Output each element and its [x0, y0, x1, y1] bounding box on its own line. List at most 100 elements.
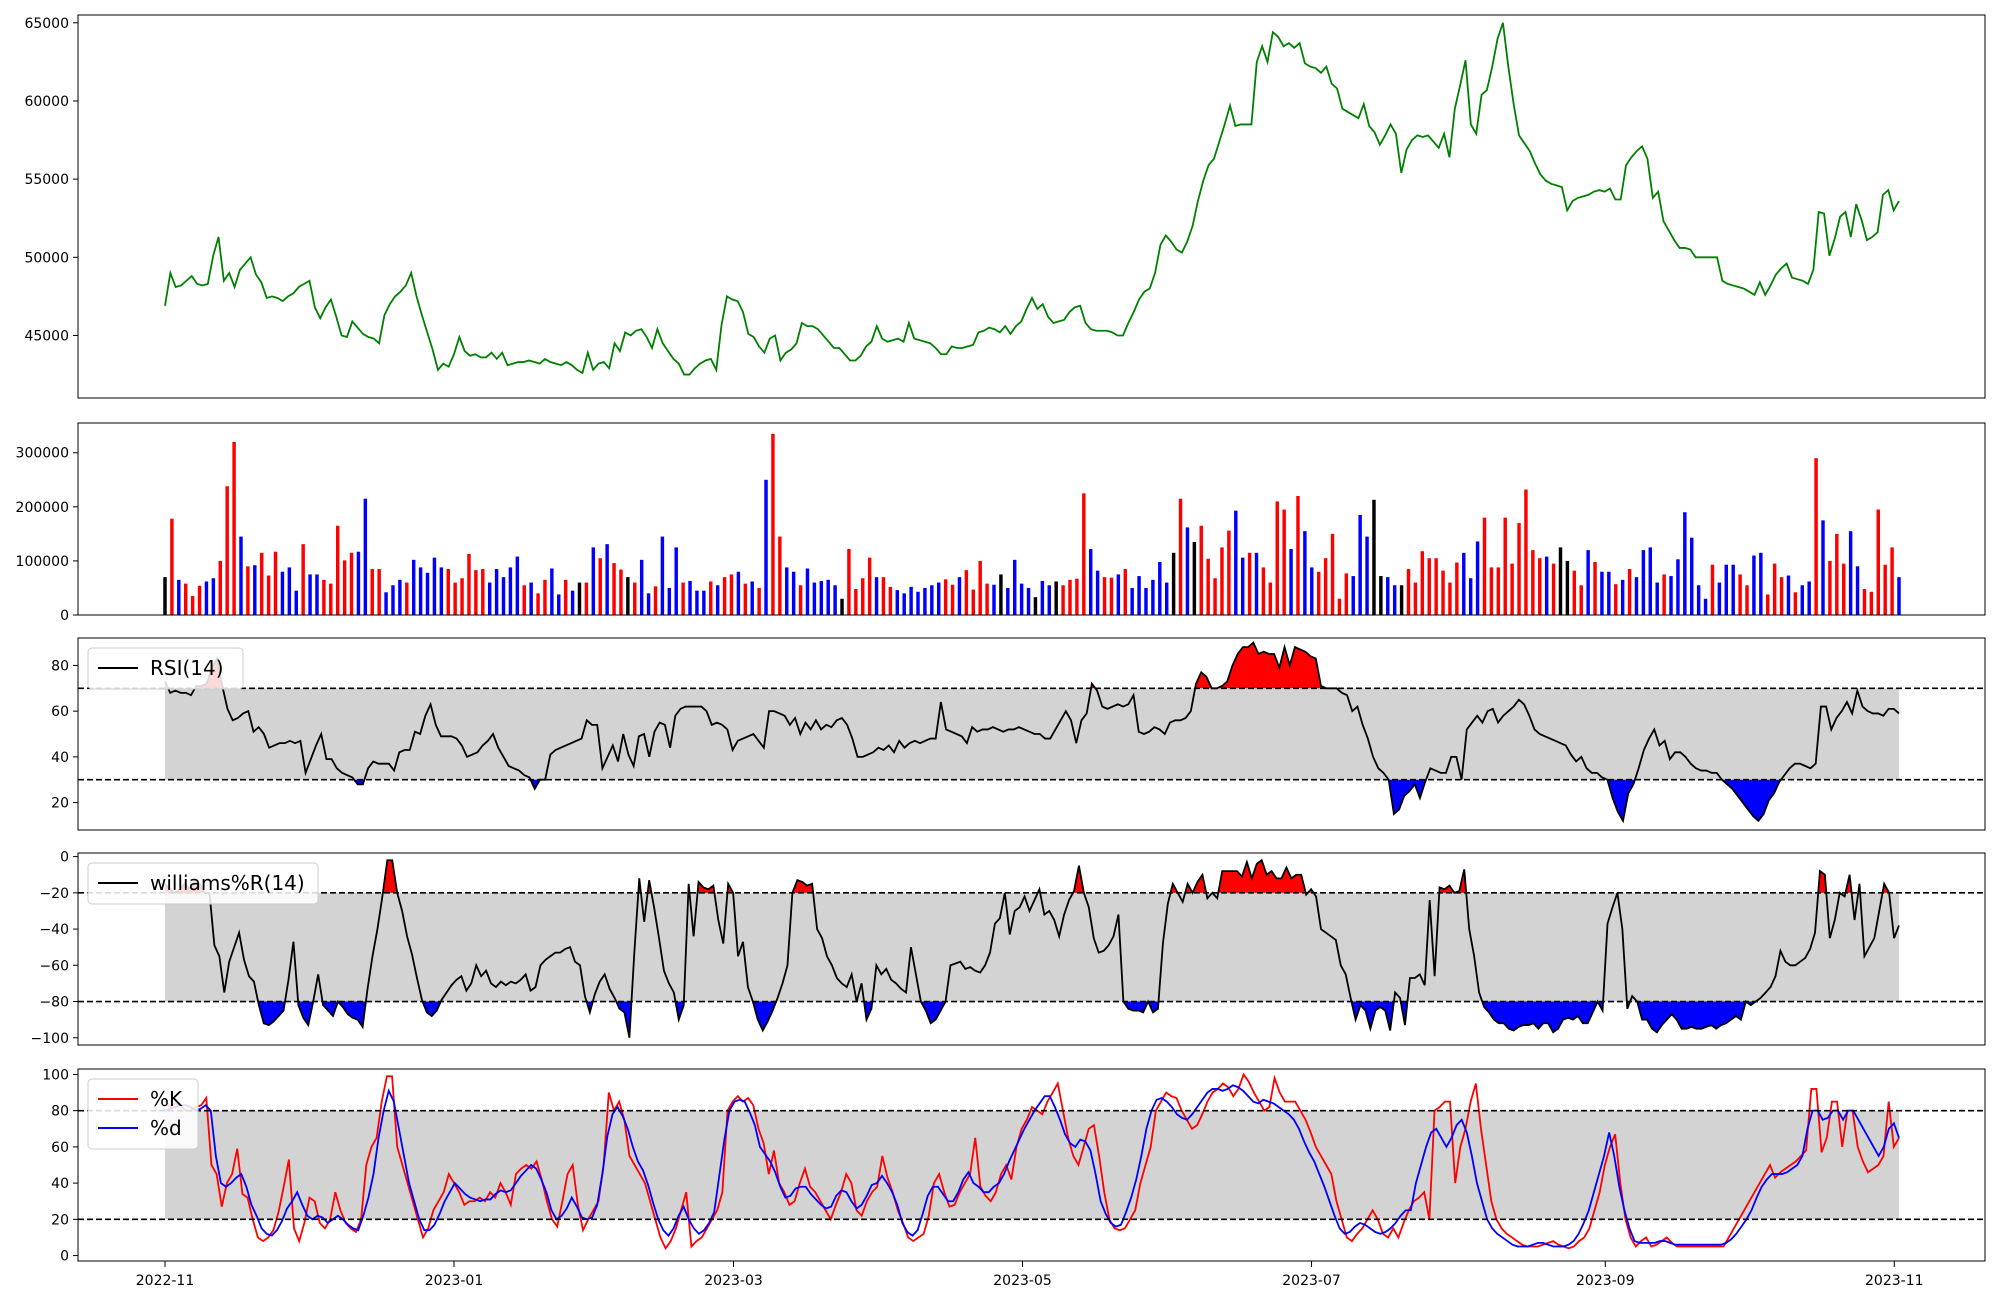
volume-bar — [1766, 594, 1770, 615]
volume-bar — [1061, 585, 1065, 615]
volume-bar — [1420, 551, 1425, 615]
volume-bar — [1475, 541, 1480, 615]
volume-bar — [1337, 598, 1342, 615]
volume-bar — [1890, 547, 1894, 615]
volume-bar — [1240, 557, 1245, 615]
volume-bar — [1690, 537, 1694, 615]
chart-panels: 45000 50000 55000 60000 65000 0 100000 200000 30… — [16, 14, 1986, 1265]
williams-panel-ytick-label: −80 — [39, 995, 69, 1011]
volume-bar — [1593, 562, 1597, 615]
volume-bar — [1316, 571, 1321, 615]
volume-bar — [1386, 577, 1390, 615]
volume-bar — [1282, 509, 1286, 615]
volume-bar — [563, 579, 568, 615]
stochastic-panel-legend-label: %d — [150, 1116, 182, 1140]
volume-bar — [605, 544, 609, 615]
volume-bar — [1482, 517, 1487, 615]
volume-bar — [1392, 585, 1397, 615]
volume-bar — [308, 574, 312, 615]
volume-bar — [812, 582, 817, 615]
williams-panel-legend-label: williams%R(14) — [150, 871, 305, 895]
volume-bar — [1040, 580, 1045, 615]
volume-bar — [957, 577, 962, 615]
volume-bar — [398, 579, 402, 615]
volume-bar — [190, 596, 195, 615]
volume-bar — [626, 577, 630, 615]
williams-panel-oversold-fill — [1637, 1001, 1746, 1033]
volume-bar — [1164, 582, 1169, 615]
price-panel: 45000 50000 55000 60000 65000 — [24, 14, 1986, 399]
volume-bar — [349, 552, 354, 615]
volume-panel-ytick-label: 300000 — [16, 446, 69, 462]
volume-bar — [1330, 533, 1335, 615]
volume-bar — [750, 581, 754, 615]
rsi-panel-oversold-fill — [1721, 779, 1781, 821]
volume-bar — [1793, 592, 1798, 615]
volume-bar — [985, 583, 989, 615]
volume-bar — [294, 590, 298, 615]
volume-bar — [1496, 567, 1501, 615]
volume-bar — [1717, 582, 1722, 615]
xtick-label: 2023-11 — [1865, 1273, 1924, 1289]
volume-bar — [197, 585, 202, 615]
volume-bar — [384, 592, 388, 615]
volume-bar — [646, 593, 651, 615]
volume-bar — [163, 577, 167, 615]
volume-bar — [467, 553, 471, 615]
volume-bar — [1510, 563, 1514, 615]
volume-bar — [460, 578, 464, 615]
volume-bar — [1731, 564, 1735, 615]
price-panel-ytick-label: 60000 — [24, 94, 69, 110]
volume-bar — [1848, 531, 1853, 615]
volume-bar — [612, 563, 616, 615]
rsi-panel-frame — [77, 637, 1986, 831]
volume-bar — [930, 585, 934, 615]
volume-bar — [432, 557, 437, 615]
volume-bar — [1503, 517, 1507, 615]
volume-bar — [1607, 571, 1611, 615]
volume-bar — [639, 559, 644, 615]
volume-bar — [1254, 552, 1259, 615]
xtick-label: 2023-03 — [704, 1273, 763, 1289]
volume-bar — [342, 560, 347, 615]
volume-bar — [999, 574, 1003, 615]
volume-bar — [1821, 520, 1825, 615]
volume-bar — [1013, 559, 1017, 615]
williams-panel-oversold-fill — [752, 1001, 777, 1031]
rsi-panel-legend — [87, 647, 244, 690]
volume-bar — [1634, 577, 1639, 615]
volume-bar — [757, 587, 761, 615]
volume-bar — [1365, 536, 1369, 615]
rsi-panel-overbought-fill — [1216, 642, 1327, 689]
volume-panel-frame — [77, 422, 1986, 616]
volume-bar — [1109, 577, 1114, 615]
volume-bar — [1710, 564, 1715, 615]
volume-bar — [1206, 558, 1210, 615]
volume-bar — [1095, 570, 1100, 615]
volume-bar — [1883, 564, 1887, 615]
volume-bar — [660, 536, 665, 615]
stochastic-panel-ytick-label: 20 — [51, 1212, 69, 1228]
volume-bar — [729, 574, 734, 615]
williams-panel-ytick-label: 0 — [60, 850, 69, 866]
volume-bar — [487, 582, 492, 615]
volume-bar — [992, 584, 996, 615]
volume-bar — [1696, 585, 1701, 615]
williams-panel-ytick-label: −20 — [39, 886, 69, 902]
rsi-panel-oversold-fill — [530, 779, 540, 789]
volume-bar — [778, 536, 782, 615]
volume-bar — [1344, 573, 1349, 615]
volume-bar — [633, 582, 637, 615]
volume-bar — [847, 549, 851, 615]
volume-bar — [253, 565, 257, 615]
volume-bar — [826, 579, 830, 615]
volume-bar — [225, 486, 229, 615]
volume-bar — [1130, 587, 1134, 615]
volume-bar — [764, 479, 768, 615]
volume-bar — [1807, 581, 1811, 615]
volume-bar — [1462, 552, 1466, 615]
volume-bar — [370, 569, 374, 615]
volume-bar — [1227, 530, 1231, 615]
volume-bar — [1558, 547, 1563, 615]
stochastic-panel: 0 20 40 60 80 100 %K %d — [42, 1067, 1986, 1265]
